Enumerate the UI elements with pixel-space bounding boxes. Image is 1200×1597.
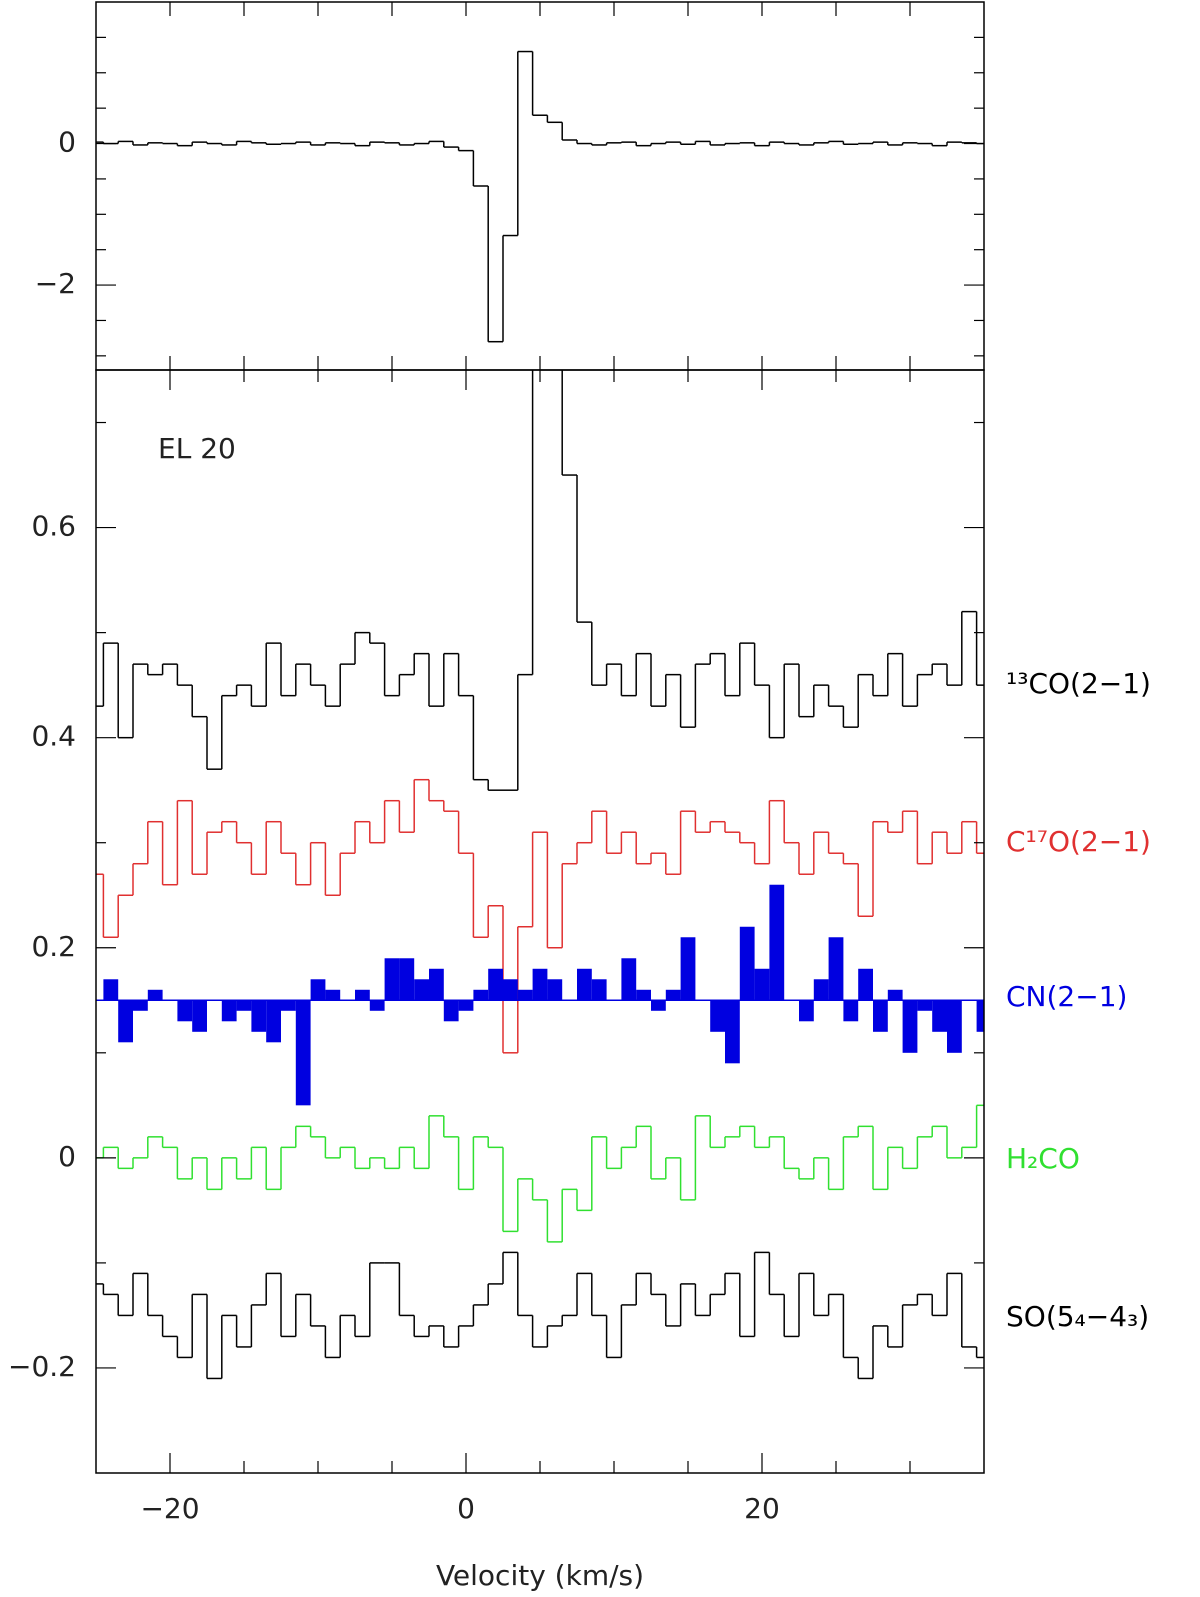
legend-label: ¹³CO(2−1) [1006, 667, 1151, 700]
bar [591, 979, 607, 1001]
bar [754, 968, 770, 1001]
bar [458, 1000, 474, 1011]
bar [295, 1000, 311, 1106]
bar [488, 968, 503, 1001]
bar [769, 884, 785, 1001]
bar [665, 989, 681, 1001]
bar [843, 1000, 859, 1022]
bar [355, 989, 370, 1001]
y-tick-label: 0 [58, 1140, 76, 1173]
y-tick-label: −0.2 [8, 1350, 76, 1383]
bar [192, 1000, 207, 1032]
bar [443, 1000, 459, 1022]
bar [103, 979, 119, 1001]
bar [414, 979, 429, 1001]
bar [651, 1000, 666, 1011]
frame [95, 1, 985, 371]
bar [532, 968, 548, 1001]
y-tick-label: 0.4 [31, 720, 76, 753]
legend-label: C¹⁷O(2−1) [1006, 825, 1151, 858]
x-axis-label: Velocity (km/s) [436, 1559, 644, 1592]
bar [813, 979, 829, 1001]
bar [177, 1000, 193, 1022]
legend-label: CN(2−1) [1006, 980, 1127, 1013]
bar [133, 1000, 148, 1011]
bar [517, 989, 533, 1001]
bar [725, 1000, 740, 1064]
x-tick-label: −20 [140, 1492, 199, 1525]
y-tick-label: 0 [58, 126, 76, 159]
y-tick-label: −2 [35, 267, 76, 300]
bar [577, 968, 592, 1001]
bar [828, 937, 844, 1001]
bar [384, 958, 400, 1001]
bar [621, 958, 637, 1001]
bar [739, 926, 755, 1001]
bar [310, 979, 326, 1001]
bar [118, 1000, 133, 1043]
annotation: EL 20 [158, 432, 236, 465]
bar [887, 989, 903, 1001]
bar [473, 989, 489, 1001]
bar [147, 989, 163, 1001]
y-tick-label: 0.2 [31, 930, 76, 963]
bar [799, 1000, 814, 1022]
bar [976, 1000, 984, 1032]
bar [873, 1000, 888, 1032]
bar [369, 1000, 385, 1011]
frame [95, 369, 985, 1474]
bar [236, 1000, 252, 1011]
x-tick-label: 0 [457, 1492, 475, 1525]
bar [858, 968, 873, 1001]
bar [947, 1000, 962, 1053]
bar [636, 989, 651, 1001]
bar [902, 1000, 918, 1053]
bar [221, 1000, 237, 1022]
legend-label: H₂CO [1006, 1142, 1080, 1175]
y-tick-label: 0.6 [31, 510, 76, 543]
bar [917, 1000, 933, 1011]
plot-area [96, 50, 984, 343]
plot-area [96, 370, 984, 1380]
x-tick-label: 20 [744, 1492, 780, 1525]
bar [503, 979, 518, 1001]
bar [281, 1000, 296, 1011]
bar [266, 1000, 281, 1043]
legend-label: SO(5₄−4₃) [1006, 1300, 1149, 1333]
bar [932, 1000, 947, 1032]
bar [325, 989, 341, 1001]
bar [710, 1000, 725, 1032]
bar [399, 958, 415, 1001]
bar [547, 979, 563, 1001]
bar [680, 937, 696, 1001]
bar [429, 968, 444, 1001]
bar [251, 1000, 267, 1032]
